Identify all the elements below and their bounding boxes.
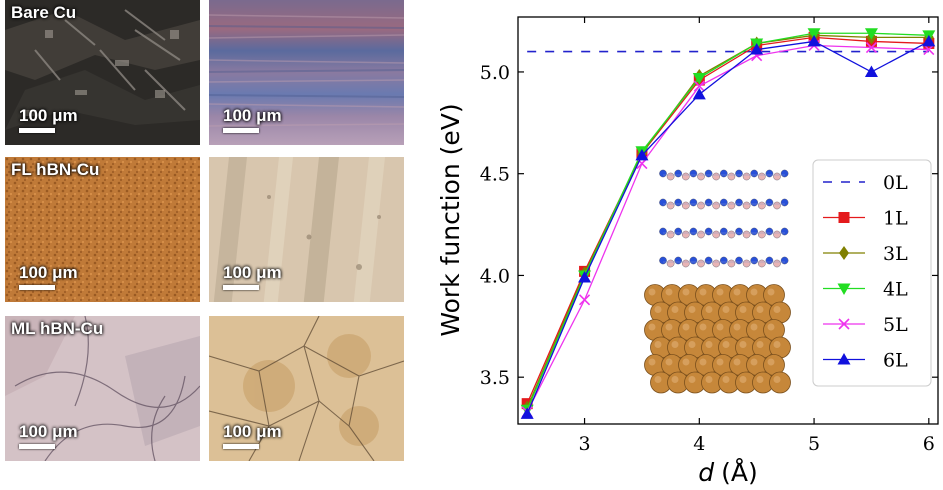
series-line xyxy=(526,32,929,411)
data-point xyxy=(693,80,705,92)
scale-bar: 100 μm xyxy=(223,422,282,449)
legend-entry: 6L xyxy=(823,350,908,372)
legend-marker xyxy=(838,318,850,330)
hbn-on-cu-structure-inset xyxy=(644,169,791,394)
row-label-ml-hbn-cu: ML hBN-Cu xyxy=(11,319,104,338)
scale-bar-line xyxy=(19,444,55,449)
legend: 0L 1L 3L 4L 5L 6L xyxy=(812,159,932,387)
scale-bar-label: 100 μm xyxy=(223,422,282,441)
legend-label: 6L xyxy=(883,350,908,372)
legend-entry: 0L xyxy=(823,172,908,194)
x-tick-label: 4 xyxy=(693,433,705,455)
scale-bar-label: 100 μm xyxy=(19,263,78,282)
legend-box xyxy=(812,159,932,387)
scale-bar-label: 100 μm xyxy=(223,263,282,282)
y-tick-label: 4.5 xyxy=(480,164,510,186)
x-axis-label-variable: d xyxy=(698,458,714,487)
x-axis-label-unit: (Å) xyxy=(721,458,758,487)
cu-slab xyxy=(644,284,791,394)
data-point xyxy=(807,28,821,40)
scale-bar: 100 μm xyxy=(223,106,282,133)
x-tick-label: 3 xyxy=(579,433,591,455)
legend-label: 4L xyxy=(883,279,908,301)
scale-bar: 100 μm xyxy=(19,422,78,449)
row-label-fl-hbn-cu: FL hBN-Cu xyxy=(11,160,100,179)
data-point xyxy=(750,43,764,55)
y-tick-label: 3.5 xyxy=(480,367,510,389)
scale-bar-label: 100 μm xyxy=(19,106,78,125)
data-point xyxy=(578,294,591,306)
scale-bar-line xyxy=(223,285,259,290)
data-point xyxy=(865,41,878,54)
hbn-layer xyxy=(659,227,789,239)
hbn-layer xyxy=(659,169,789,181)
hbn-layer xyxy=(659,198,789,210)
micrograph-bare-cu-left: Bare Cu 100 μm xyxy=(5,0,200,145)
data-point xyxy=(578,270,592,283)
series-line xyxy=(526,36,929,404)
y-axis-label: Work function (eV) xyxy=(436,103,465,336)
series-line xyxy=(526,40,930,415)
data-point xyxy=(922,34,936,47)
legend-label: 0L xyxy=(883,172,908,194)
micrograph-fl-hbn-cu-right: 100 μm xyxy=(209,157,404,302)
series-6L xyxy=(520,34,936,419)
scale-bar-line xyxy=(223,444,259,449)
y-tick-label: 5.0 xyxy=(480,62,510,84)
scale-bar: 100 μm xyxy=(19,263,78,290)
legend-entry: 1L xyxy=(823,208,908,230)
legend-marker xyxy=(839,246,849,260)
x-tick-label: 5 xyxy=(808,433,820,455)
scale-bar: 100 μm xyxy=(223,263,282,290)
legend-entry: 4L xyxy=(823,279,908,301)
legend-label: 3L xyxy=(883,243,908,265)
series-line xyxy=(526,44,929,413)
scale-bar-line xyxy=(223,128,259,133)
plot-frame xyxy=(517,16,939,425)
scale-bar-label: 100 μm xyxy=(223,106,282,125)
micrograph-bare-cu-right: 100 μm xyxy=(209,0,404,145)
row-label-bare-cu: Bare Cu xyxy=(11,3,77,22)
data-point xyxy=(520,407,534,419)
legend-marker xyxy=(838,212,850,223)
legend-label: 1L xyxy=(883,208,908,230)
scale-bar-line xyxy=(19,128,55,133)
data-point xyxy=(807,34,821,47)
legend-entry: 5L xyxy=(823,314,908,336)
scale-bar-label: 100 μm xyxy=(19,422,78,441)
legend-entry: 3L xyxy=(823,243,908,265)
data-point xyxy=(864,65,878,77)
micrograph-ml-hbn-cu-left: ML hBN-Cu 100 μm xyxy=(5,316,200,461)
x-axis-label: d (Å) xyxy=(698,458,757,487)
legend-label: 5L xyxy=(883,314,908,336)
scale-bar: 100 μm xyxy=(19,106,78,133)
micrograph-ml-hbn-cu-right: 100 μm xyxy=(209,316,404,461)
hbn-layer xyxy=(659,256,789,268)
scale-bar-line xyxy=(19,285,55,290)
y-tick-label: 4.0 xyxy=(480,265,510,287)
x-tick-label: 6 xyxy=(923,433,935,455)
work-function-chart: 3 4 5 6 3.5 4.0 4.5 5.0 Work function (eV) d (Å)… xyxy=(436,16,939,487)
micrograph-fl-hbn-cu-left: FL hBN-Cu 100 μm xyxy=(5,157,200,302)
legend-marker xyxy=(837,353,851,365)
data-point xyxy=(864,28,878,40)
data-point xyxy=(692,73,706,85)
data-point xyxy=(635,148,649,161)
legend-marker xyxy=(837,283,851,295)
data-point xyxy=(692,87,706,100)
